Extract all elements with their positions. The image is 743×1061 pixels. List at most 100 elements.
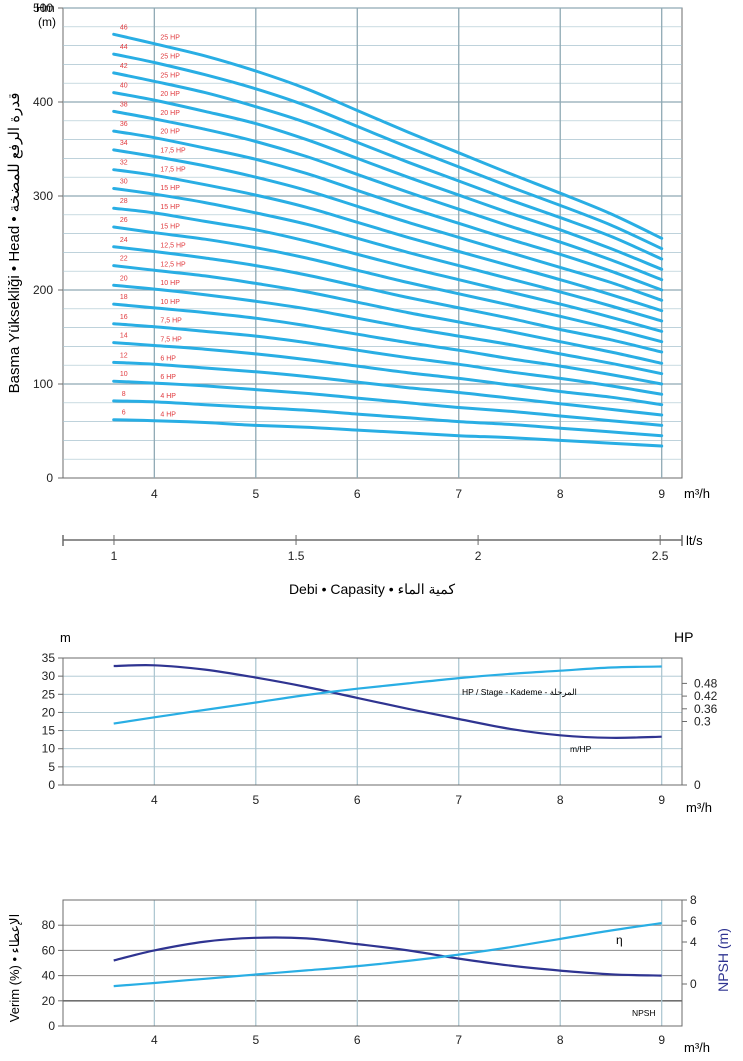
npsh-curve: [113, 922, 662, 988]
head-x-tick-label: 4: [151, 487, 158, 501]
motor-hp-label: 12,5 HP: [160, 242, 186, 249]
head-curve-line: [112, 264, 664, 365]
m-hp-curve: [113, 664, 662, 739]
efficiency-x-tick-label: 9: [658, 1033, 665, 1047]
motor-hp-label: 25 HP: [160, 35, 180, 42]
head-x-tick-label: 9: [658, 487, 665, 501]
stage-count-label: 14: [120, 333, 128, 340]
power-left-tick-label: 25: [42, 687, 56, 701]
head-curve-line: [112, 91, 664, 271]
power-right-tick-label: 0.36: [694, 702, 718, 716]
stage-count-label: 8: [122, 391, 126, 398]
stage-count-label: 22: [120, 256, 128, 263]
motor-hp-label: 15 HP: [160, 204, 180, 211]
head-curve-line: [112, 245, 664, 354]
power-plot-frame: [62, 657, 683, 786]
motor-hp-label: 20 HP: [160, 91, 180, 98]
motor-hp-label: 7,5 HP: [160, 318, 182, 325]
stage-count-label: 40: [120, 83, 128, 90]
power-x-tick-label: 4: [151, 793, 158, 807]
motor-hp-label: 25 HP: [160, 54, 180, 61]
efficiency-right-ticks: 0 4 6 8: [682, 893, 697, 991]
power-left-tick-label: 5: [48, 760, 55, 774]
lts-tick-label: 2.5: [652, 549, 669, 563]
efficiency-left-tick-label: 80: [42, 918, 56, 932]
power-x-tick-label: 6: [354, 793, 361, 807]
motor-hp-label: 4 HP: [160, 393, 176, 400]
efficiency-x-tick-label: 4: [151, 1033, 158, 1047]
efficiency-grid: [63, 900, 682, 1026]
efficiency-chart: 4 5 6 7 8 9 0 20 40 60 80 0 4 6 8 Verim (%) • الإعطا…: [7, 893, 731, 1055]
head-y-tick-label: 0: [46, 471, 53, 485]
stage-count-label: 46: [120, 24, 128, 31]
efficiency-left-tick-label: 20: [42, 994, 56, 1008]
power-left-tick-label: 0: [48, 778, 55, 792]
motor-hp-label: 7,5 HP: [160, 336, 182, 343]
efficiency-y-axis-label: Verim (%) • الإعطاء: [7, 914, 23, 1022]
power-x-tick-label: 9: [658, 793, 665, 807]
lts-scale: 1 1.5 2 2.5 lt/s Debi • Capasity • كمية الم…: [62, 533, 703, 597]
motor-hp-label: 25 HP: [160, 72, 180, 79]
stage-count-label: 18: [120, 294, 128, 301]
head-curve-line: [112, 322, 664, 396]
efficiency-left-tick-label: 40: [42, 969, 56, 983]
stage-count-label: 6: [122, 410, 126, 417]
motor-hp-label: 20 HP: [160, 129, 180, 136]
efficiency-x-ticks: 4 5 6 7 8 9: [151, 1033, 665, 1047]
npsh-right-tick-label: 4: [690, 935, 697, 949]
power-right-tick-label: 0.42: [694, 689, 718, 703]
efficiency-left-tick-label: 60: [42, 943, 56, 957]
stage-count-label: 24: [120, 237, 128, 244]
power-chart: 4 5 6 7 8 9 0 5 10 15 20 25 30 35 0 0.30.360.420.48 m…: [42, 629, 718, 815]
head-y-ticks: 0 100 200 300 400 500: [33, 1, 63, 485]
hp-stage-curve: [113, 665, 662, 725]
power-right-tick-label: 0.48: [694, 676, 718, 690]
power-left-tick-label: 35: [42, 651, 56, 665]
motor-hp-label: 17,5 HP: [160, 166, 186, 173]
motor-hp-label: 12,5 HP: [160, 261, 186, 268]
npsh-right-tick-label: 6: [690, 914, 697, 928]
eta-series-label: η: [616, 933, 623, 947]
lts-tick-label: 1: [111, 549, 118, 563]
head-curves-chart: 4 5 6 7 8 9 0 100 200 300 400 500 6 4 HP 8 4 HP 10 6 HP…: [6, 1, 710, 501]
head-curve-line: [112, 148, 664, 302]
motor-hp-label: 15 HP: [160, 224, 180, 231]
power-x-ticks: 4 5 6 7 8 9: [151, 793, 665, 807]
m-hp-series-label: m/HP: [570, 744, 592, 754]
power-left-tick-label: 10: [42, 742, 56, 756]
lts-tick-label: 1.5: [288, 549, 305, 563]
lts-unit-label: lt/s: [686, 533, 703, 548]
motor-hp-label: 10 HP: [160, 299, 180, 306]
efficiency-x-tick-label: 5: [252, 1033, 259, 1047]
npsh-series-label: NPSH: [632, 1008, 656, 1018]
npsh-right-tick-label: 8: [690, 893, 697, 907]
motor-hp-label: 6 HP: [160, 355, 176, 362]
stage-count-label: 42: [120, 63, 128, 70]
stage-count-label: 16: [120, 314, 128, 321]
motor-hp-label: 15 HP: [160, 185, 180, 192]
head-curve-line: [112, 379, 664, 427]
stage-count-label: 34: [120, 140, 128, 147]
stage-count-label: 36: [120, 121, 128, 128]
stage-count-label: 44: [120, 44, 128, 51]
head-x-tick-label: 8: [557, 487, 564, 501]
motor-hp-label: 6 HP: [160, 374, 176, 381]
power-x-tick-label: 7: [455, 793, 462, 807]
lts-tick-label: 2: [475, 549, 482, 563]
stage-count-label: 26: [120, 217, 128, 224]
head-y-tick-label: 100: [33, 377, 53, 391]
head-curve-line: [112, 109, 664, 282]
head-y-axis-label: Basma Yüksekliği • Head • قدرة الرفع للم…: [6, 93, 23, 394]
head-curve-line: [112, 399, 664, 438]
head-curve-line: [112, 187, 664, 323]
head-curve-line: [112, 283, 664, 376]
head-y-tick-label: 200: [33, 283, 53, 297]
power-right-ticks: 0 0.30.360.420.48: [682, 676, 718, 792]
head-curve-line: [112, 32, 664, 240]
head-x-tick-label: 7: [455, 487, 462, 501]
head-curve-line: [112, 52, 664, 251]
head-curve-line: [112, 206, 664, 333]
efficiency-x-tick-label: 7: [455, 1033, 462, 1047]
power-left-ticks: 0 5 10 15 20 25 30 35: [42, 651, 63, 792]
